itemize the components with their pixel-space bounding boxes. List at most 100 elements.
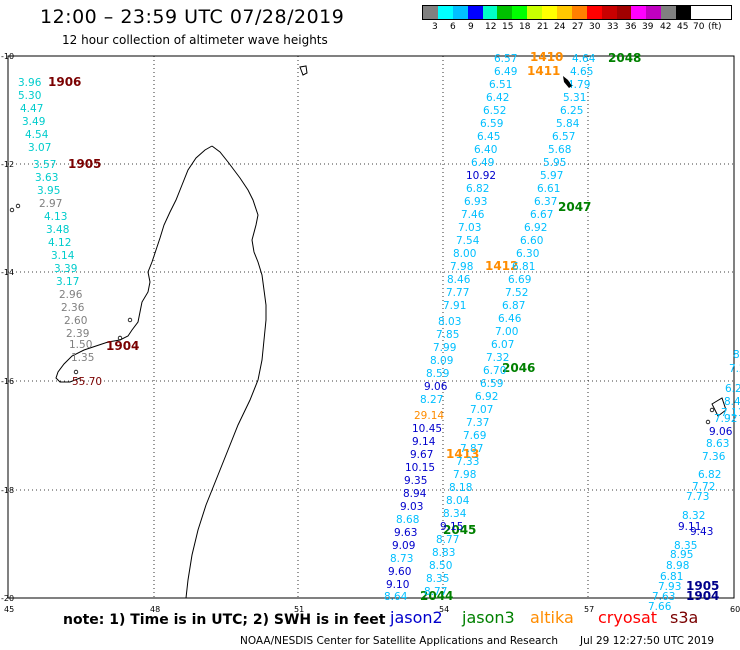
wave-height-value: 55.70 bbox=[72, 376, 102, 388]
island-outline bbox=[711, 397, 727, 417]
lat-label: -16 bbox=[1, 377, 14, 386]
wave-height-value: 8.35 bbox=[674, 540, 697, 552]
wave-height-value: 8.50 bbox=[429, 560, 452, 572]
satellite-label: jason3 bbox=[462, 608, 515, 627]
pass-id-label: 1904 bbox=[106, 339, 139, 353]
wave-height-value: 7.07 bbox=[470, 404, 493, 416]
wave-height-value: 7.36 bbox=[702, 451, 726, 463]
wave-height-value: 4.79 bbox=[567, 79, 590, 91]
wave-height-value: 8.03 bbox=[438, 316, 461, 328]
pass-id-label: 2048 bbox=[608, 51, 641, 65]
wave-height-value: 7.32 bbox=[486, 352, 509, 364]
wave-height-value: 7.72 bbox=[692, 481, 715, 493]
wave-height-value: 8.46 bbox=[447, 274, 471, 286]
islet bbox=[117, 335, 123, 341]
wave-height-value: 8.00 bbox=[453, 248, 476, 260]
legend-swatch bbox=[437, 6, 453, 19]
color-legend: 3 6 9 12 15 18 21 24 27 30 33 36 39 42 45 70 (ft) bbox=[422, 5, 732, 34]
wave-height-value: 6.30 bbox=[516, 248, 539, 260]
legend-tick: 12 bbox=[485, 22, 497, 32]
wave-height-value: 3.95 bbox=[37, 185, 60, 197]
coastline bbox=[55, 145, 267, 599]
wave-height-value: 5.30 bbox=[18, 90, 41, 102]
wave-height-value: 6.49 bbox=[471, 157, 494, 169]
pass-id-label: 2046 bbox=[502, 361, 535, 375]
pass-id-label: 1904 bbox=[686, 589, 719, 603]
legend-tick: 42 bbox=[660, 22, 672, 32]
lon-label: 54 bbox=[439, 605, 449, 614]
wave-height-value: 6.82 bbox=[466, 183, 489, 195]
pass-id-label: 2047 bbox=[558, 200, 591, 214]
pass-id-label: 1905 bbox=[68, 157, 101, 171]
wave-height-value: 9.03 bbox=[400, 501, 423, 513]
wave-height-value: 2.39 bbox=[66, 328, 89, 340]
legend-tick: 33 bbox=[607, 22, 619, 32]
legend-tick: 36 bbox=[625, 22, 637, 32]
wave-height-value: 2.36 bbox=[61, 302, 85, 314]
legend-unit: (ft) bbox=[708, 22, 722, 32]
wave-height-value: 7.91 bbox=[443, 300, 466, 312]
pass-id-label: 1413 bbox=[446, 447, 479, 461]
wave-height-value: 3.14 bbox=[51, 250, 75, 262]
legend-swatch bbox=[512, 6, 528, 19]
wave-height-value: 6.49 bbox=[494, 66, 517, 78]
wave-height-value: 8.32 bbox=[682, 510, 705, 522]
wave-height-value: 6.81 bbox=[660, 571, 683, 583]
wave-height-value: 2.96 bbox=[59, 289, 83, 301]
wave-height-value: 3.39 bbox=[54, 263, 77, 275]
pass-id-label: 1905 bbox=[686, 579, 719, 593]
wave-height-value: 6.93 bbox=[464, 196, 487, 208]
legend-tick: 15 bbox=[502, 22, 514, 32]
wave-height-value: 8.73 bbox=[390, 553, 413, 565]
wave-height-value: 9.09 bbox=[392, 540, 415, 552]
wave-height-value: 7.87 bbox=[460, 443, 483, 455]
wave-height-value: 5.97 bbox=[540, 170, 563, 182]
wave-height-value: 9.67 bbox=[410, 449, 433, 461]
islet bbox=[127, 317, 133, 323]
legend-swatch bbox=[586, 6, 602, 19]
islet bbox=[709, 407, 715, 413]
lat-label: -20 bbox=[1, 594, 14, 603]
wave-height-value: 8.77 bbox=[424, 586, 447, 598]
legend-swatch bbox=[601, 6, 617, 19]
legend-swatch bbox=[497, 6, 513, 19]
wave-height-value: 3.07 bbox=[28, 142, 51, 154]
wave-height-value: 6.40 bbox=[474, 144, 497, 156]
islet bbox=[73, 369, 79, 375]
lon-label: 48 bbox=[150, 605, 160, 614]
wave-height-value: 8.27 bbox=[420, 394, 443, 406]
legend-tick: 27 bbox=[572, 22, 584, 32]
legend-swatch bbox=[542, 6, 558, 19]
wave-height-value: 7.11 bbox=[721, 407, 740, 419]
wave-height-value: 7.52 bbox=[505, 287, 528, 299]
wave-height-value: 6.42 bbox=[486, 92, 509, 104]
wave-height-value: 6.07 bbox=[491, 339, 514, 351]
wave-height-value: 8.59 bbox=[426, 368, 449, 380]
footer-note: note: 1) Time is in UTC; 2) SWH is in fe… bbox=[63, 612, 386, 628]
satellite-label: cryosat bbox=[598, 608, 658, 627]
wave-height-value: 6.59 bbox=[480, 118, 503, 130]
wave-height-value: 8.04 bbox=[446, 495, 470, 507]
wave-height-value: 9.63 bbox=[394, 527, 417, 539]
legend-swatch bbox=[676, 6, 692, 19]
legend-swatch bbox=[423, 6, 438, 19]
wave-height-value: 4.12 bbox=[48, 237, 71, 249]
wave-height-value: 9.60 bbox=[388, 566, 411, 578]
page-title: 12:00 – 23:59 UTC 07/28/2019 bbox=[40, 6, 345, 28]
pass-id-label: 1906 bbox=[48, 75, 81, 89]
wave-height-value: 6.92 bbox=[475, 391, 498, 403]
wave-height-value: 8.63 bbox=[706, 438, 729, 450]
legend-tick: 18 bbox=[519, 22, 531, 32]
wave-height-value: 6.29 bbox=[725, 383, 740, 395]
legend-swatch bbox=[452, 6, 468, 19]
wave-height-value: 1.50 bbox=[69, 339, 92, 351]
pass-id-label: 2045 bbox=[443, 523, 476, 537]
lon-label: 45 bbox=[4, 605, 14, 614]
satellite-label: s3a bbox=[670, 608, 699, 627]
satellite-label: altika bbox=[530, 608, 574, 627]
legend-tick: 21 bbox=[537, 22, 549, 32]
wave-height-value: 6.59 bbox=[480, 378, 503, 390]
wave-height-value: 8.98 bbox=[666, 560, 689, 572]
wave-height-value: 8.94 bbox=[403, 488, 427, 500]
